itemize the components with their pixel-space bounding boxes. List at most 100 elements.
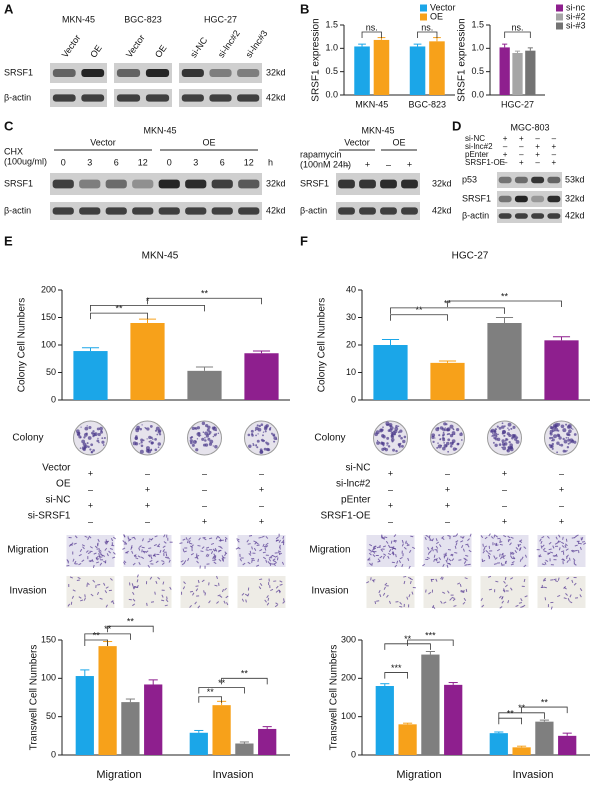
cell [501, 596, 504, 600]
cell [82, 546, 85, 550]
size-label: 42kd [432, 205, 452, 215]
cell [488, 533, 491, 537]
cell [487, 575, 492, 578]
cell [149, 576, 153, 580]
cell [484, 536, 488, 540]
cell [463, 597, 467, 601]
colony [84, 444, 88, 448]
sign: + [535, 142, 540, 151]
sign: – [502, 484, 507, 494]
y-tick-label: 100 [341, 711, 356, 721]
condition-label: SRSF1-OE [320, 511, 370, 522]
cell [395, 554, 397, 558]
error-bar [195, 366, 214, 371]
colony [570, 440, 575, 444]
cell [557, 594, 561, 597]
colony [449, 433, 454, 438]
x-tick-label: Migration [96, 769, 141, 781]
colony [213, 433, 217, 437]
size-label: 53kd [565, 174, 585, 184]
error-bar [552, 336, 571, 341]
bar [235, 743, 254, 755]
colony [204, 436, 206, 439]
cell [167, 556, 170, 560]
colony [492, 432, 494, 435]
sign: + [365, 159, 370, 169]
cell [269, 562, 272, 566]
colony [497, 433, 499, 436]
cell [123, 560, 127, 564]
colony [90, 451, 93, 453]
condition-label: si-lnc#2 [465, 142, 493, 151]
colony [154, 429, 158, 432]
cell [148, 547, 152, 550]
cell [236, 539, 240, 543]
cell [192, 592, 195, 596]
cell [573, 563, 577, 566]
colony [92, 449, 95, 452]
significance-label: ** [241, 669, 249, 679]
colony [248, 444, 252, 448]
colony [447, 438, 451, 442]
sign: – [519, 142, 524, 151]
cell [483, 547, 486, 551]
colony [389, 428, 393, 432]
cell [248, 553, 252, 556]
cell [373, 545, 377, 549]
error-bar [81, 347, 100, 352]
cell [81, 544, 86, 547]
blot-band [238, 207, 260, 215]
cell [439, 544, 442, 548]
cell [445, 559, 448, 563]
cell [377, 558, 381, 562]
blot-band [338, 179, 355, 189]
cell [463, 557, 467, 560]
cell [147, 554, 151, 558]
colony [213, 426, 216, 429]
y-axis-label: Transwell Cell Numbers [329, 645, 340, 751]
cell [501, 552, 504, 556]
blot [50, 173, 262, 195]
cell [74, 535, 78, 539]
colony [397, 431, 400, 434]
blot-band [158, 207, 180, 215]
colony [149, 425, 153, 428]
colony [447, 450, 450, 453]
y-axis-label: Colony Cell Numbers [17, 298, 28, 392]
colony [431, 435, 435, 439]
cell [74, 560, 77, 564]
panel-letter: E [4, 233, 13, 248]
cell [84, 594, 86, 598]
cell [258, 536, 262, 539]
cell [460, 589, 464, 592]
colony [439, 438, 442, 441]
cell [481, 604, 485, 608]
colony [449, 442, 452, 444]
cell [278, 590, 281, 594]
cell [180, 560, 184, 563]
colony [376, 439, 379, 442]
sign: – [259, 500, 264, 510]
y-tick-label: 100 [41, 673, 56, 683]
y-tick-label: 10 [346, 367, 356, 377]
cell [214, 549, 218, 552]
cell [498, 595, 502, 599]
cell [484, 545, 488, 548]
cell [213, 557, 217, 561]
blot-band [359, 207, 376, 215]
colony [573, 433, 577, 436]
colony [196, 426, 201, 430]
blot-band [531, 195, 545, 203]
cell [384, 582, 388, 586]
group-label: MKN-45 [62, 14, 95, 24]
cell [399, 605, 403, 608]
colony [206, 428, 210, 432]
bar [409, 46, 426, 95]
significance-label: ** [404, 634, 412, 644]
colony [494, 443, 498, 447]
colony [504, 439, 507, 442]
cell [554, 542, 558, 545]
significance-bracket [498, 717, 522, 725]
cell [499, 541, 503, 543]
cell [464, 559, 468, 561]
